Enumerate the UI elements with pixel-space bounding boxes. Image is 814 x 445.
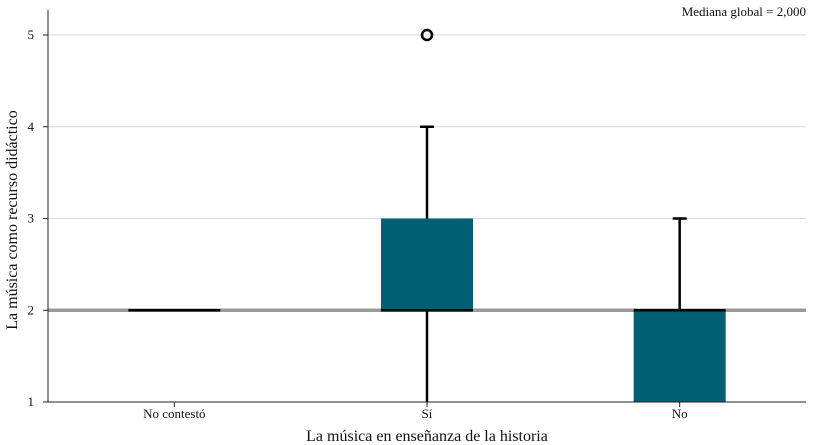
y-tick-label: 3	[28, 211, 35, 226]
boxes-group	[128, 28, 726, 402]
box-iqr	[381, 218, 473, 311]
x-tick-label: No	[672, 406, 688, 421]
x-axis-label: La música en enseñanza de la historia	[306, 428, 548, 445]
x-tick-label: No contestó	[143, 406, 205, 421]
y-ticks: 1 2 3 4 5	[28, 27, 48, 409]
outlier-point	[420, 28, 434, 42]
y-axis-label: La música como recurso didáctico	[4, 110, 21, 329]
x-tick-label: Sí	[422, 406, 433, 421]
x-ticks: No contestó Sí No	[143, 402, 688, 421]
y-tick-label: 1	[28, 394, 35, 409]
box-iqr	[633, 310, 726, 402]
box-3	[633, 217, 726, 402]
y-tick-label: 4	[28, 119, 35, 134]
y-tick-label: 2	[28, 302, 35, 317]
y-tick-label: 5	[28, 27, 35, 42]
box-2	[381, 28, 473, 402]
global-median-note: Mediana global = 2,000	[682, 4, 806, 19]
